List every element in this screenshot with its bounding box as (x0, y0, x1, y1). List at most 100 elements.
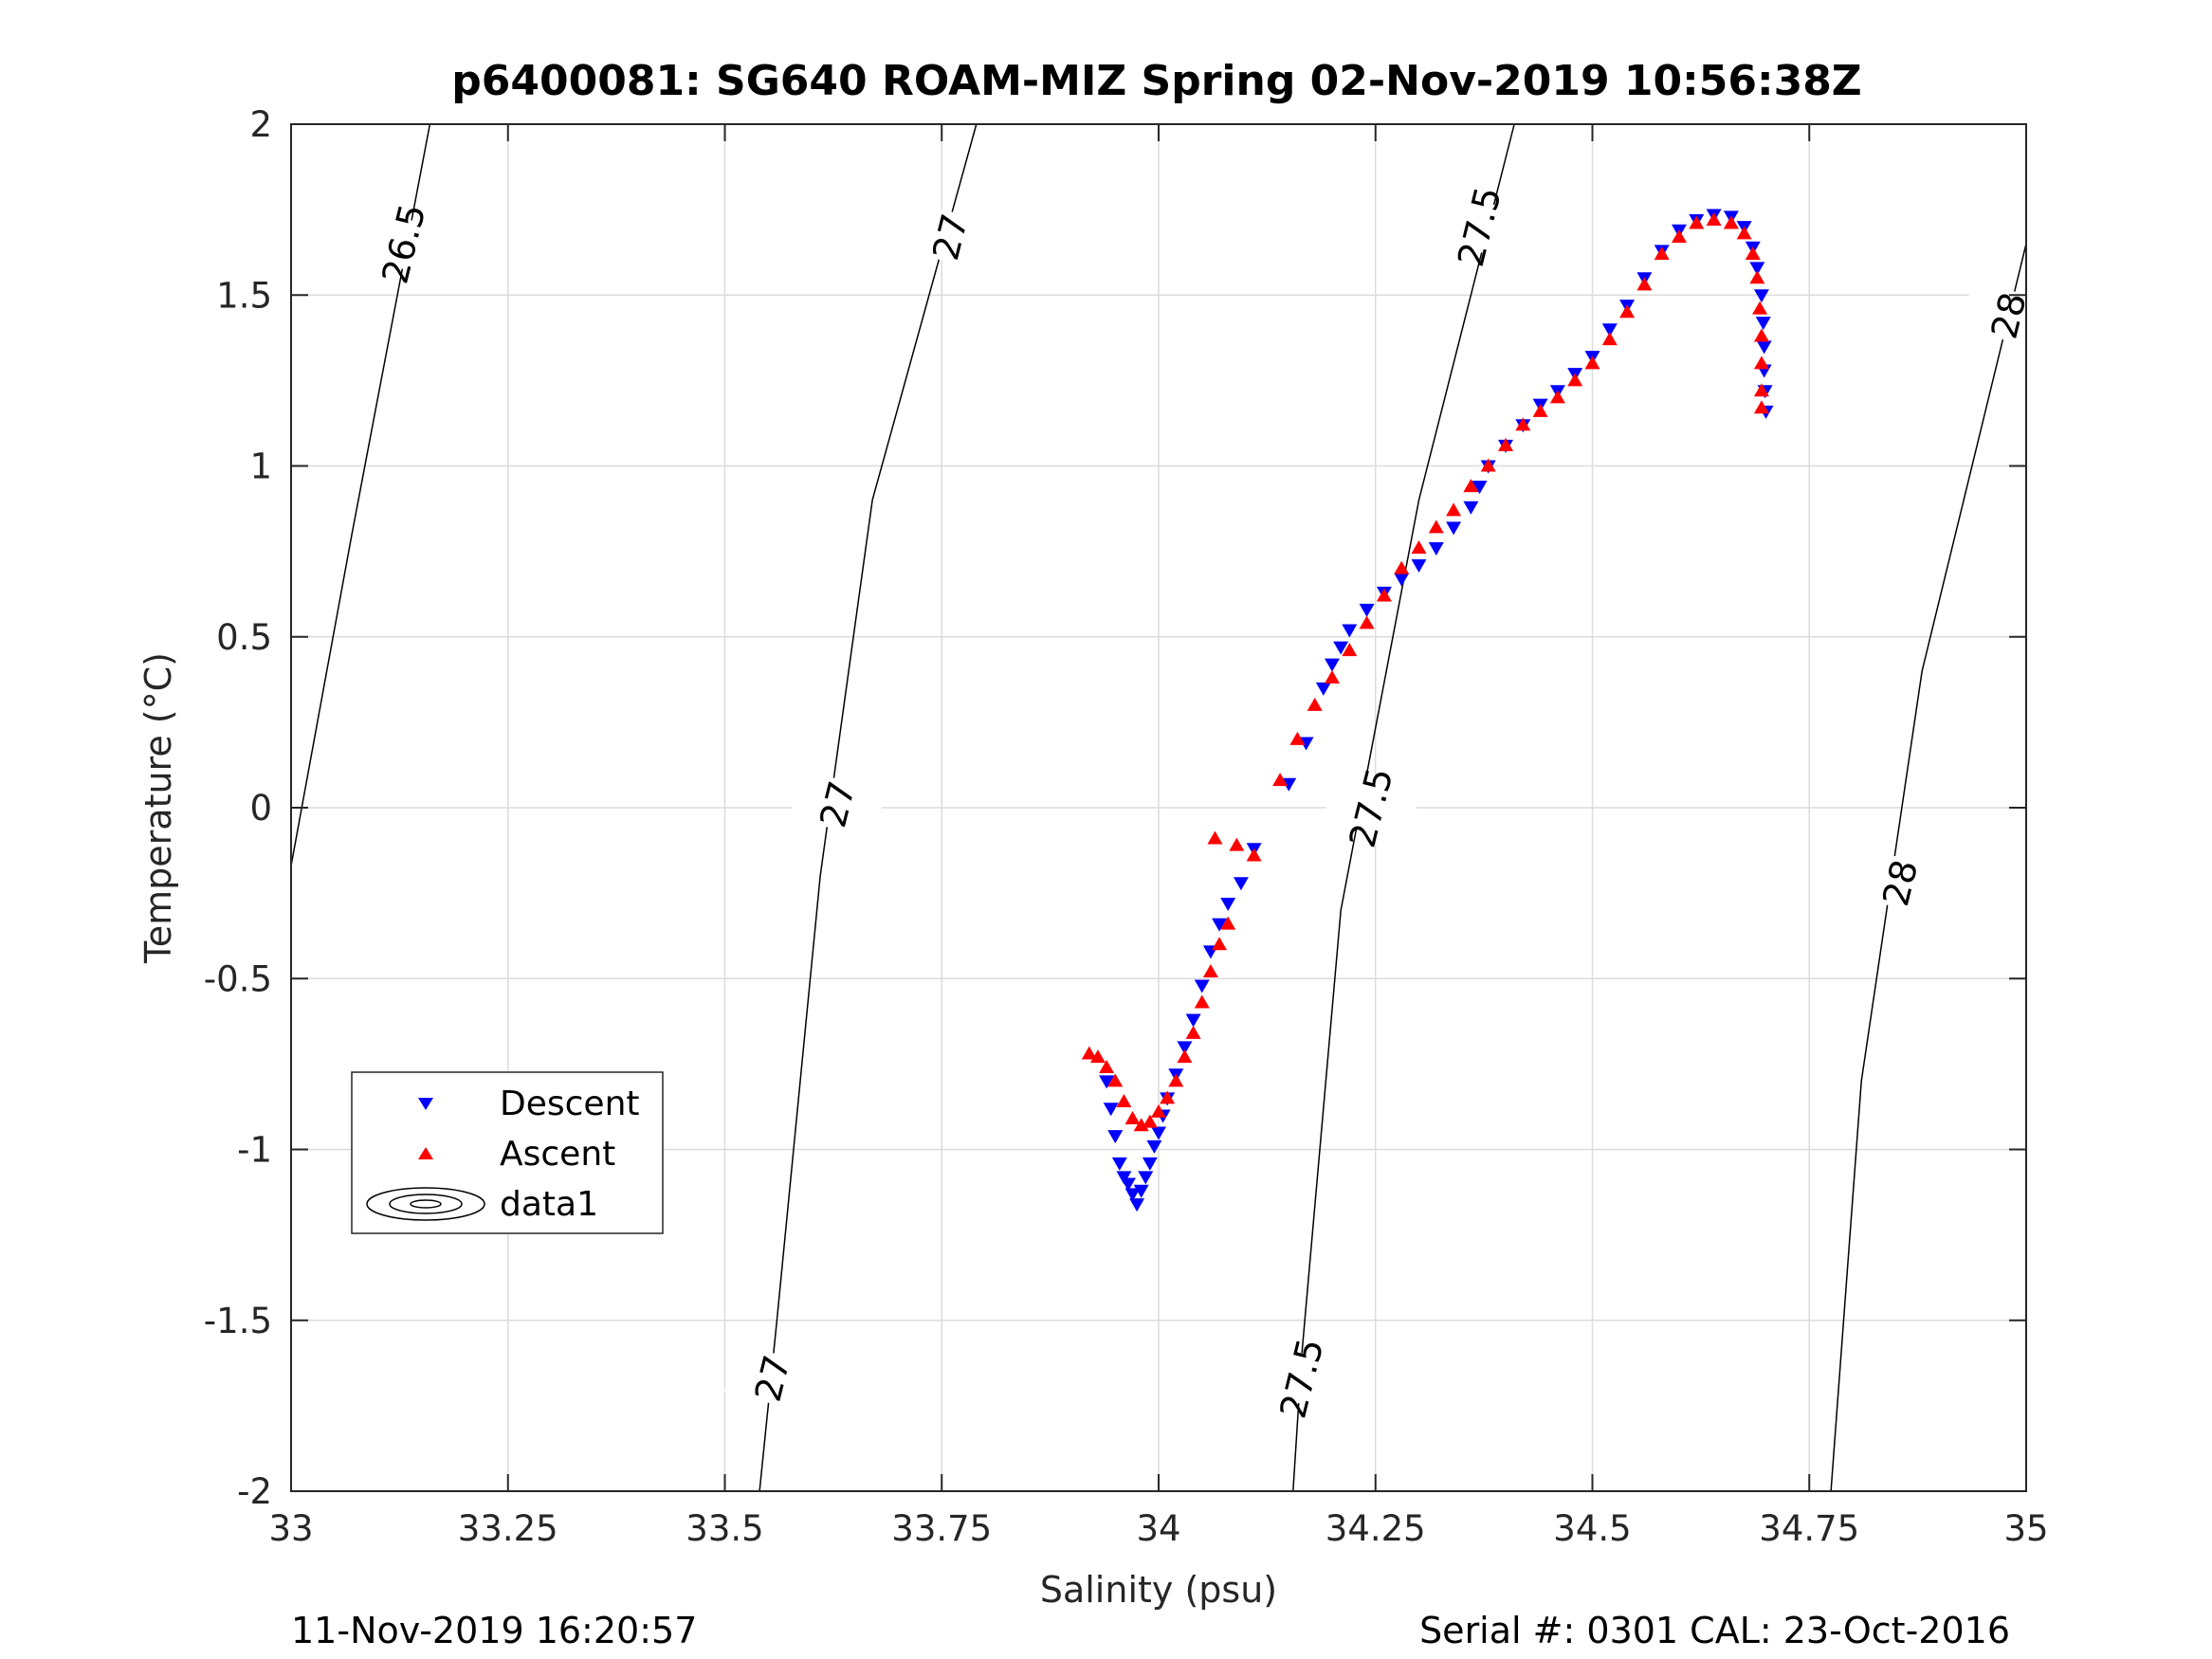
ascent-point (1342, 643, 1358, 657)
ascent-point (1177, 1049, 1193, 1064)
ascent-point (1185, 1025, 1201, 1039)
ascent-point (1619, 304, 1636, 319)
x-axis-label: Salinity (psu) (1040, 1569, 1277, 1611)
chart-title: p6400081: SG640 ROAM-MIZ Spring 02-Nov-2… (451, 57, 1861, 105)
ascent-point (1081, 1046, 1097, 1060)
ascent-point (1736, 226, 1752, 240)
ascent-point (1151, 1103, 1166, 1118)
legend-box (351, 1071, 664, 1234)
descent-point (1107, 1130, 1124, 1144)
ascent-point (1753, 400, 1769, 414)
ascent-point (1723, 215, 1739, 229)
y-tick-label: 2 (249, 104, 272, 145)
x-tick-label: 33.75 (891, 1508, 992, 1549)
descent-point (1428, 542, 1444, 556)
ascent-point (1753, 383, 1769, 397)
legend-contour-marker (366, 1187, 485, 1221)
descent-point (1212, 918, 1228, 932)
ascent-point (1498, 437, 1513, 451)
legend-descent-marker (418, 1098, 433, 1110)
ascent-point (1463, 479, 1479, 493)
x-tick-label: 34.75 (1759, 1508, 1859, 1549)
ascent-point (1229, 837, 1245, 851)
ascent-point (1142, 1114, 1158, 1128)
ascent-point (1428, 520, 1444, 534)
ascent-point (1567, 373, 1583, 387)
ascent-point (1753, 356, 1769, 370)
descent-point (1342, 624, 1358, 638)
legend-descent-label: Descent (500, 1085, 640, 1123)
x-tick-label: 35 (2003, 1508, 2048, 1549)
descent-point (1411, 559, 1427, 574)
legend-ascent-label: Ascent (500, 1135, 615, 1174)
x-tick-label: 33.5 (686, 1508, 763, 1549)
ascent-point (1272, 773, 1289, 787)
ascent-point (1706, 211, 1722, 226)
descent-point (1220, 897, 1236, 911)
x-tick-label: 33 (268, 1508, 313, 1549)
ascent-point (1549, 390, 1565, 404)
descent-point (1755, 317, 1771, 331)
contour-label-background (723, 1343, 821, 1413)
y-tick-label: 0.5 (216, 617, 272, 658)
descent-point (1177, 1041, 1193, 1055)
ascent-point (1194, 994, 1210, 1009)
descent-point (1099, 1075, 1115, 1089)
ascent-point (1202, 964, 1218, 978)
ascent-point (1480, 458, 1496, 472)
ascent-point (1289, 731, 1306, 745)
ascent-point (1394, 560, 1410, 574)
descent-point (1749, 262, 1765, 276)
descent-point (1753, 289, 1769, 303)
ascent-point (1307, 697, 1323, 711)
contour-label-background (1852, 848, 1949, 918)
ascent-point (1584, 356, 1600, 370)
descent-point (1116, 1171, 1132, 1185)
ascent-point (1689, 215, 1705, 229)
descent-point (1146, 1139, 1162, 1154)
descent-point (1151, 1126, 1166, 1140)
ascent-point (1124, 1111, 1141, 1125)
footer-serial-cal: Serial #: 0301 CAL: 23-Oct-2016 (1419, 1610, 2010, 1651)
ascent-point (1636, 277, 1653, 291)
y-tick-label: -0.5 (204, 958, 272, 999)
ascent-point (1601, 332, 1618, 346)
ascent-point (1376, 588, 1392, 602)
ascent-point (1446, 502, 1462, 517)
contour-label-background (1431, 191, 1528, 262)
descent-point (1601, 323, 1618, 337)
descent-point (1185, 1013, 1201, 1028)
descent-point (1138, 1171, 1154, 1185)
y-tick-label: 1 (249, 447, 272, 487)
y-tick-label: -2 (237, 1471, 272, 1512)
y-tick-label: 0 (249, 788, 272, 829)
y-axis-label: Temperature (°C) (137, 652, 179, 964)
descent-point (1194, 979, 1210, 994)
descent-point (1133, 1184, 1149, 1198)
ascent-point (1752, 301, 1768, 315)
y-tick-label: 1.5 (216, 275, 272, 316)
descent-point (1120, 1177, 1136, 1192)
ascent-point (1220, 916, 1236, 930)
ascent-point (1753, 328, 1769, 342)
ascent-point (1359, 615, 1375, 629)
legend-data1-label: data1 (500, 1185, 598, 1224)
descent-point (1333, 641, 1349, 655)
contour-label-background (1323, 773, 1420, 843)
ascent-point (1749, 270, 1765, 284)
x-tick-label: 34 (1136, 1508, 1180, 1549)
ascent-point (1654, 246, 1670, 260)
descent-point (1394, 573, 1410, 587)
descent-point (1359, 603, 1375, 617)
ascent-point (1160, 1090, 1176, 1104)
ascent-point (1133, 1118, 1149, 1132)
footer-timestamp: 11-Nov-2019 16:20:57 (291, 1610, 697, 1651)
descent-point (1446, 521, 1462, 536)
contour-label-background (356, 209, 452, 279)
contour-label-background (1253, 1343, 1350, 1413)
descent-point (1325, 658, 1340, 672)
y-tick-label: -1.5 (204, 1301, 272, 1341)
x-tick-label: 33.25 (458, 1508, 558, 1549)
ascent-point (1168, 1073, 1184, 1087)
